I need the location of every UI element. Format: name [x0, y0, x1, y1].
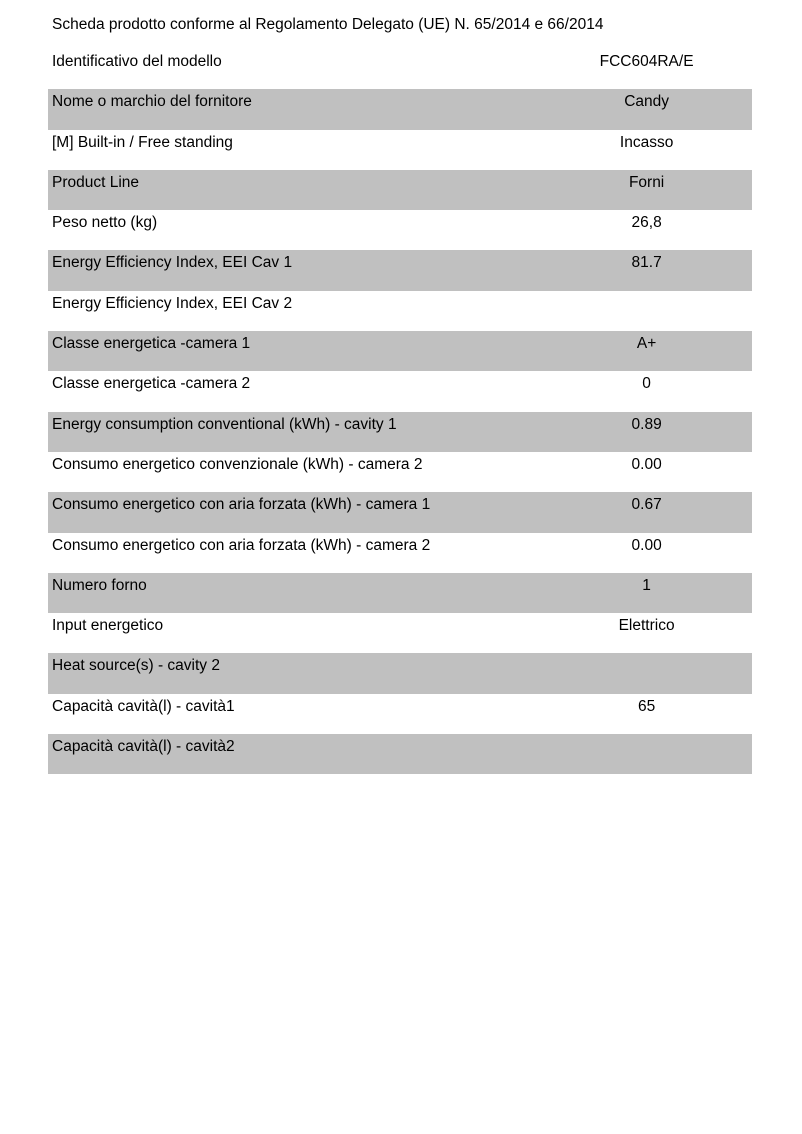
- table-row: Consumo energetico convenzionale (kWh) -…: [48, 452, 752, 492]
- row-value: 26,8: [631, 214, 662, 232]
- row-label: Consumo energetico con aria forzata (kWh…: [52, 496, 431, 514]
- row-value: [541, 295, 752, 331]
- row-value: Forni: [628, 173, 665, 191]
- row-value: 0: [642, 375, 651, 393]
- table-row: Classe energetica -camera 1 A+: [48, 331, 752, 372]
- row-label: Identificativo del modello: [52, 53, 222, 70]
- row-label: Input energetico: [52, 617, 164, 635]
- table-row: Numero forno 1: [48, 572, 752, 614]
- row-value: FCC604RA/E: [599, 53, 694, 70]
- row-value: 0.67: [631, 496, 662, 514]
- row-value: [541, 657, 752, 693]
- row-label: Capacità cavità(l) - cavità2: [52, 738, 235, 756]
- row-label: Nome o marchio del fornitore: [52, 93, 252, 111]
- row-value: 0.89: [631, 415, 662, 433]
- row-value: 0.00: [631, 536, 662, 554]
- row-label: Consumo energetico con aria forzata (kWh…: [52, 536, 431, 554]
- table-row: Classe energetica -camera 2 0: [48, 371, 752, 411]
- document-title: Scheda prodotto conforme al Regolamento …: [52, 16, 604, 33]
- row-label: Heat source(s) - cavity 2: [52, 657, 220, 675]
- row-value: 1: [642, 576, 651, 594]
- table-row: Heat source(s) - cavity 2: [48, 653, 752, 694]
- row-value: [541, 738, 752, 774]
- row-label: Peso netto (kg): [52, 214, 158, 232]
- row-label: Energy consumption conventional (kWh) - …: [52, 415, 397, 433]
- product-sheet-table: Identificativo del modello FCC604RA/E Nome…: [48, 49, 752, 775]
- row-value: 65: [637, 697, 656, 715]
- row-label: [M] Built-in / Free standing: [52, 133, 233, 151]
- row-label: Product Line: [52, 173, 140, 191]
- table-row: Capacità cavità(l) - cavità1 65: [48, 694, 752, 734]
- row-value: Incasso: [619, 133, 674, 151]
- table-row: Identificativo del modello FCC604RA/E: [48, 49, 752, 89]
- row-label: Capacità cavità(l) - cavità1: [52, 697, 235, 715]
- table-row: Energy Efficiency Index, EEI Cav 2: [48, 291, 752, 331]
- table-row: Energy Efficiency Index, EEI Cav 1 81.7: [48, 250, 752, 291]
- table-row: Nome o marchio del fornitore Candy: [48, 89, 752, 130]
- table-row: Energy consumption conventional (kWh) - …: [48, 411, 752, 452]
- table-row: Product Line Forni: [48, 169, 752, 211]
- table-row: Peso netto (kg) 26,8: [48, 210, 752, 250]
- row-value: A+: [636, 335, 657, 353]
- table-row: Consumo energetico con aria forzata (kWh…: [48, 492, 752, 533]
- table-row: Input energetico Elettrico: [48, 613, 752, 653]
- table-row: Capacità cavità(l) - cavità2: [48, 734, 752, 775]
- row-label: Classe energetica -camera 2: [52, 375, 251, 393]
- row-label: Numero forno: [52, 576, 147, 594]
- row-value: 0.00: [631, 455, 662, 473]
- row-label: Classe energetica -camera 1: [52, 335, 251, 353]
- row-label: Energy Efficiency Index, EEI Cav 2: [52, 294, 293, 312]
- row-value: Candy: [624, 93, 669, 111]
- table-row: Consumo energetico con aria forzata (kWh…: [48, 533, 752, 573]
- row-value: Elettrico: [618, 617, 675, 635]
- row-label: Consumo energetico convenzionale (kWh) -…: [52, 455, 423, 473]
- table-row: [M] Built-in / Free standing Incasso: [48, 130, 752, 170]
- row-value: 81.7: [631, 254, 662, 272]
- row-label: Energy Efficiency Index, EEI Cav 1: [52, 254, 293, 272]
